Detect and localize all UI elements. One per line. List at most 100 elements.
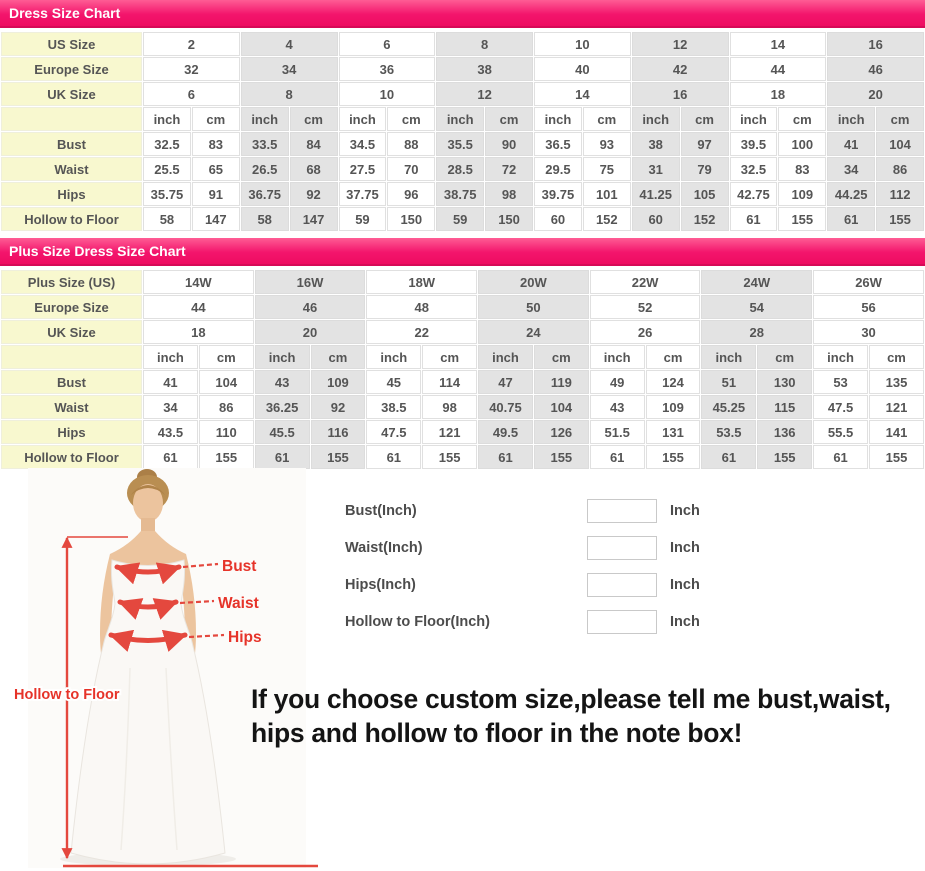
hips-inch-input[interactable]	[587, 573, 657, 597]
measure-value-cell: 147	[191, 207, 240, 231]
measure-value-cell: 41	[143, 370, 198, 394]
standard-size-table: US Size 2 4 6 8 10 12 14 16 Europe Size 32 34 36 38 40…	[0, 31, 925, 232]
hollow-unit-label: Inch	[670, 614, 700, 630]
measure-value-cell: 61	[701, 445, 757, 469]
row-label-cell: Europe Size	[1, 295, 142, 319]
measure-value-cell: 38	[631, 132, 680, 156]
measure-value-cell: 130	[757, 370, 813, 394]
measure-value-cell: 98	[485, 182, 533, 206]
waist-inch-input[interactable]	[587, 536, 657, 560]
measure-value-cell: 25.5	[143, 157, 191, 181]
measure-value-cell: 61	[366, 445, 422, 469]
unit-cell: inch	[143, 107, 191, 131]
measure-value-cell: 92	[289, 182, 338, 206]
face	[133, 484, 163, 522]
measure-value-cell: 28.5	[436, 157, 485, 181]
unit-cell: inch	[366, 345, 422, 369]
measurement-diagram: Bust Waist Hips Hollow to Floor	[12, 468, 318, 868]
size-value-cell: 14	[534, 82, 631, 106]
measure-value-cell: 83	[191, 132, 240, 156]
row-label-cell: Hollow to Floor	[1, 445, 142, 469]
measure-value-cell: 59	[338, 207, 387, 231]
measure-value-cell: 104	[533, 395, 589, 419]
unit-cell: inch	[143, 345, 198, 369]
row-label-cell: Hollow to Floor	[1, 207, 142, 231]
measure-value-cell: 33.5	[240, 132, 289, 156]
plus-size-table: Plus Size (US) 14W 16W 18W 20W 22W 24W 26W Europ…	[0, 269, 925, 470]
unit-cell: inch	[631, 107, 680, 131]
table-row: Bust 32.5 83 33.5 84 34.5 88 35.5 90 36.5 93 38 97 39…	[1, 132, 924, 156]
measure-value-cell: 150	[485, 207, 533, 231]
unit-cell: cm	[778, 107, 827, 131]
unit-cell: inch	[701, 345, 757, 369]
measure-value-cell: 100	[778, 132, 827, 156]
measure-value-cell: 119	[533, 370, 589, 394]
size-value-cell: 20	[254, 320, 366, 344]
size-value-cell: 12	[436, 82, 533, 106]
size-value-cell: 36	[338, 57, 436, 81]
measure-value-cell: 152	[680, 207, 729, 231]
measure-value-cell: 112	[876, 182, 924, 206]
size-value-cell: 30	[813, 320, 924, 344]
bust-field-label: Bust(Inch)	[345, 503, 417, 519]
measure-value-cell: 58	[240, 207, 289, 231]
measure-value-cell: 53	[813, 370, 868, 394]
bust-measure-arrow	[114, 562, 219, 585]
bust-form-row: Bust(Inch) Inch	[345, 498, 700, 524]
measure-value-cell: 45.25	[701, 395, 757, 419]
size-value-cell: 20	[827, 82, 924, 106]
measure-value-cell: 61	[827, 207, 876, 231]
measure-value-cell: 121	[868, 395, 924, 419]
unit-cell: cm	[387, 107, 436, 131]
size-value-cell: 14W	[143, 270, 254, 294]
measure-value-cell: 72	[485, 157, 533, 181]
size-value-cell: 16W	[254, 270, 366, 294]
size-value-cell: 18W	[366, 270, 478, 294]
measure-value-cell: 32.5	[729, 157, 778, 181]
size-value-cell: 10	[338, 82, 436, 106]
table-row: UK Size 6 8 10 12 14 16 18 20	[1, 82, 924, 106]
measure-value-cell: 51	[701, 370, 757, 394]
measure-value-cell: 155	[757, 445, 813, 469]
measure-value-cell: 109	[310, 370, 366, 394]
measurement-section: Bust Waist Hips Hollow to Floor Bust(Inc…	[0, 468, 925, 871]
row-label-cell: UK Size	[1, 82, 142, 106]
bust-inch-input[interactable]	[587, 499, 657, 523]
size-value-cell: 22W	[589, 270, 701, 294]
unit-cell: inch	[813, 345, 868, 369]
unit-cell: inch	[338, 107, 387, 131]
measure-value-cell: 38.75	[436, 182, 485, 206]
size-value-cell: 10	[534, 32, 631, 56]
table-row: Waist 25.5 65 26.5 68 27.5 70 28.5 72 29.5 75 31 79 3…	[1, 157, 924, 181]
measure-value-cell: 26.5	[240, 157, 289, 181]
unit-cell: cm	[757, 345, 813, 369]
measure-value-cell: 61	[143, 445, 198, 469]
measure-value-cell: 65	[191, 157, 240, 181]
measure-value-cell: 51.5	[589, 420, 645, 444]
measure-value-cell: 61	[254, 445, 310, 469]
note-line-2: hips and hollow to floor in the note box…	[251, 718, 743, 748]
row-label-cell: Hips	[1, 420, 142, 444]
unit-cell: cm	[198, 345, 254, 369]
table-row: Hollow to Floor 61 155 61 155 61 155 61 155 61 155…	[1, 445, 924, 469]
size-value-cell: 42	[631, 57, 729, 81]
row-label-cell	[1, 107, 142, 131]
size-value-cell: 26W	[813, 270, 924, 294]
table-row: Bust 41 104 43 109 45 114 47 119 49 124 51 130 53 135	[1, 370, 924, 394]
size-value-cell: 24	[478, 320, 589, 344]
model-illustration	[28, 468, 306, 868]
measure-value-cell: 136	[757, 420, 813, 444]
measure-value-cell: 41.25	[631, 182, 680, 206]
measure-value-cell: 131	[645, 420, 701, 444]
unit-cell: cm	[645, 345, 701, 369]
measure-value-cell: 91	[191, 182, 240, 206]
row-label-cell: Europe Size	[1, 57, 142, 81]
hollow-to-floor-inch-input[interactable]	[587, 610, 657, 634]
size-value-cell: 2	[143, 32, 240, 56]
row-label-cell: Hips	[1, 182, 142, 206]
measure-value-cell: 98	[422, 395, 478, 419]
measure-value-cell: 34	[143, 395, 198, 419]
measure-value-cell: 155	[778, 207, 827, 231]
size-value-cell: 18	[143, 320, 254, 344]
